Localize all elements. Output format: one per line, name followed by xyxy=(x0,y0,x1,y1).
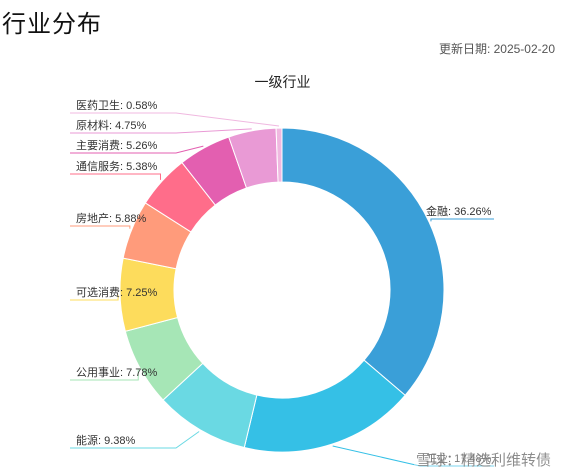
data-label-3: 公用事业: 7.78% xyxy=(76,366,158,379)
watermark: 雪球：精选利维转债 xyxy=(413,449,553,470)
data-label-5: 房地产: 5.88% xyxy=(76,211,147,225)
data-label-2: 能源: 9.38% xyxy=(76,433,136,447)
page-title: 行业分布 xyxy=(2,11,102,38)
leader-line-5 xyxy=(70,225,131,229)
leader-lines-group xyxy=(70,112,494,467)
slices-group xyxy=(119,127,445,453)
data-label-0: 金融: 36.26% xyxy=(426,204,492,218)
leader-line-6 xyxy=(70,173,161,180)
leader-line-1 xyxy=(332,445,494,467)
leader-line-9 xyxy=(70,112,280,127)
leader-line-2 xyxy=(70,431,200,449)
data-label-7: 主要消费: 5.26% xyxy=(76,138,158,152)
leader-line-7 xyxy=(70,145,204,154)
leader-line-3 xyxy=(70,368,139,381)
data-label-9: 医药卫生: 0.58% xyxy=(76,98,158,112)
labels-group: 金融: 36.26% 工业: 17.48% 能源: 9.38% 公用事业: 7.78%… xyxy=(76,98,492,465)
chart-title: 一级行业 xyxy=(254,74,311,90)
data-label-4: 可选消费: 7.25% xyxy=(76,285,158,299)
donut-slice-0[interactable] xyxy=(281,127,445,396)
data-label-1: 工业: 17.48% xyxy=(426,452,492,465)
donut-slice-9[interactable] xyxy=(275,127,283,183)
leader-line-0 xyxy=(430,218,494,222)
data-label-8: 原材料: 4.75% xyxy=(76,118,147,132)
leader-line-4 xyxy=(70,294,119,301)
leader-line-8 xyxy=(70,128,252,134)
data-label-6: 通信服务: 5.38% xyxy=(76,160,158,173)
update-date: 更新日期: 2025-02-20 xyxy=(438,42,555,56)
